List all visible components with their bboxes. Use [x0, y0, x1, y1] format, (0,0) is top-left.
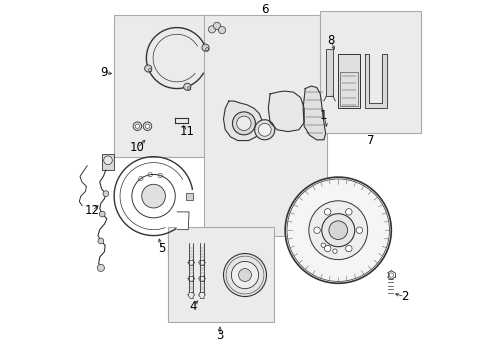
Circle shape — [133, 122, 142, 131]
Text: 3: 3 — [216, 329, 223, 342]
Circle shape — [285, 177, 392, 283]
Circle shape — [223, 253, 267, 297]
Text: 9: 9 — [100, 66, 108, 79]
Circle shape — [202, 44, 209, 51]
Text: 11: 11 — [180, 125, 195, 138]
Bar — [204, 15, 327, 235]
Circle shape — [232, 112, 255, 135]
Bar — [186, 193, 193, 200]
Circle shape — [98, 238, 104, 244]
Circle shape — [231, 261, 259, 289]
Circle shape — [322, 214, 355, 247]
Circle shape — [329, 221, 347, 239]
Circle shape — [314, 227, 320, 233]
Circle shape — [142, 184, 166, 208]
Circle shape — [345, 209, 352, 215]
Bar — [114, 15, 223, 157]
Text: 12: 12 — [85, 204, 100, 217]
Text: 10: 10 — [130, 141, 145, 154]
Circle shape — [145, 65, 152, 72]
Circle shape — [255, 120, 275, 140]
Text: 6: 6 — [261, 3, 269, 16]
Polygon shape — [365, 54, 387, 108]
Polygon shape — [303, 86, 326, 140]
Polygon shape — [223, 101, 262, 140]
Text: 5: 5 — [158, 242, 166, 255]
Bar — [340, 72, 358, 107]
Circle shape — [219, 27, 225, 34]
Polygon shape — [269, 91, 304, 132]
Text: 1: 1 — [320, 109, 328, 122]
Text: 2: 2 — [401, 290, 408, 303]
Circle shape — [237, 116, 251, 131]
Circle shape — [333, 249, 337, 253]
Bar — [168, 226, 274, 321]
Bar — [326, 49, 333, 96]
Circle shape — [321, 243, 325, 247]
Circle shape — [104, 156, 112, 165]
Circle shape — [258, 123, 271, 136]
Text: 8: 8 — [327, 33, 335, 47]
Circle shape — [97, 264, 104, 271]
Circle shape — [239, 269, 251, 282]
Bar — [101, 154, 115, 170]
Circle shape — [309, 201, 368, 260]
Circle shape — [208, 26, 216, 33]
Text: 4: 4 — [189, 300, 197, 313]
Circle shape — [135, 124, 140, 129]
Circle shape — [103, 191, 109, 197]
Circle shape — [143, 122, 152, 131]
Circle shape — [146, 124, 149, 129]
Circle shape — [324, 245, 331, 252]
Polygon shape — [177, 212, 189, 230]
Circle shape — [184, 83, 191, 90]
Circle shape — [214, 22, 220, 30]
Circle shape — [345, 245, 352, 252]
Circle shape — [324, 209, 331, 215]
Circle shape — [356, 227, 363, 233]
Bar — [338, 54, 360, 108]
Text: 7: 7 — [367, 134, 374, 147]
Bar — [320, 12, 421, 134]
Circle shape — [99, 211, 105, 217]
